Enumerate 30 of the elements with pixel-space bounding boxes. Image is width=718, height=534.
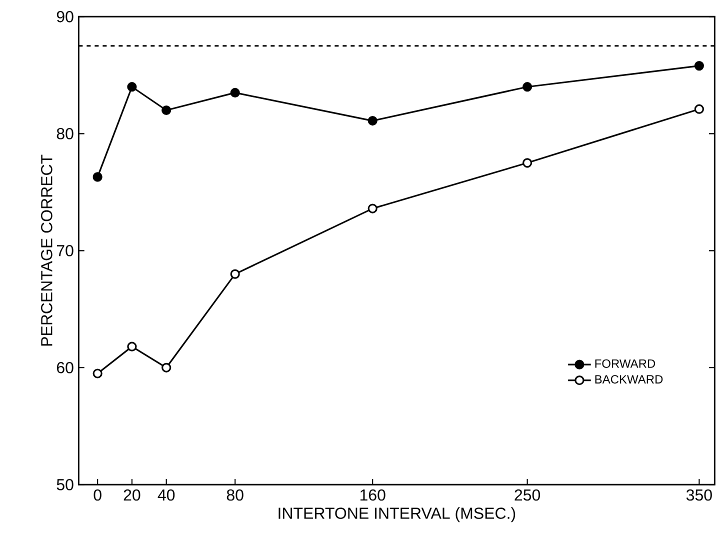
point: [230, 269, 240, 279]
y-tick-label: 80: [56, 128, 74, 140]
x-tick-label: 80: [226, 489, 244, 501]
x-tick-label: 250: [514, 489, 540, 501]
point: [368, 204, 378, 214]
point: [92, 368, 102, 378]
point: [162, 362, 172, 372]
point: [127, 342, 137, 352]
point: [127, 82, 137, 92]
point: [162, 105, 172, 116]
point: [694, 60, 704, 71]
y-tick-label: 60: [56, 362, 74, 374]
point: [522, 158, 532, 168]
y-tick-label: 70: [56, 244, 74, 256]
legend-label: BACKWARD: [595, 375, 663, 384]
y-tick-label: 50: [56, 478, 74, 490]
x-axis-title: INTERTONE INTERVAL (MSEC.): [278, 507, 516, 522]
point: [230, 88, 240, 98]
point: [368, 116, 378, 126]
x-tick-label: 0: [94, 489, 102, 501]
point: [522, 82, 532, 92]
y-tick-label: 90: [56, 11, 74, 22]
y-axis-title: PERCENTAGE CORRECT: [41, 154, 52, 346]
point: [92, 172, 102, 182]
x-tick-label: 20: [124, 489, 140, 501]
legend-label: FORWARD: [595, 359, 656, 368]
x-tick-label: 160: [360, 489, 386, 501]
x-tick-label: 40: [158, 489, 175, 501]
x-tick-label: 350: [686, 489, 712, 501]
point: [694, 104, 704, 114]
